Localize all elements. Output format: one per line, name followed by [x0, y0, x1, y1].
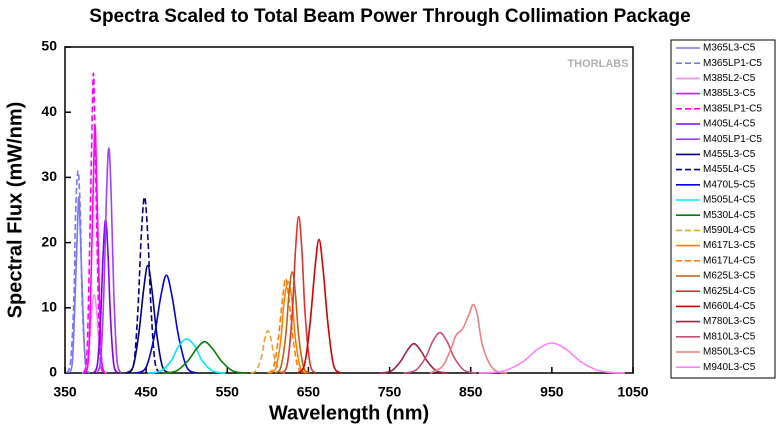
x-tick-label: 350 — [53, 384, 77, 400]
legend-label: M385L2-C5 — [703, 73, 756, 84]
x-tick-label: 1050 — [617, 384, 648, 400]
legend-label: M617L3-C5 — [703, 240, 756, 251]
chart-title: Spectra Scaled to Total Beam Power Throu… — [89, 6, 690, 27]
legend-label: M405LP1-C5 — [703, 134, 762, 145]
x-tick-label: 450 — [134, 384, 158, 400]
legend-label: M810L3-C5 — [703, 331, 756, 342]
series-line — [162, 340, 248, 374]
series-line — [65, 170, 91, 374]
y-tick-label: 40 — [41, 103, 57, 119]
series-line — [82, 72, 104, 374]
series-line — [250, 329, 286, 374]
x-tick-label: 750 — [378, 384, 402, 400]
x-tick-label: 950 — [540, 384, 564, 400]
legend-label: M590L4-C5 — [703, 225, 756, 236]
x-axis-label: Wavelength (nm) — [269, 402, 429, 424]
series-line — [280, 215, 317, 374]
y-tick-label: 30 — [41, 168, 57, 184]
series-line — [296, 238, 342, 374]
series-line — [429, 303, 508, 374]
series-line — [268, 280, 308, 374]
legend-label: M455L3-C5 — [703, 149, 756, 160]
legend-label: M625L4-C5 — [703, 286, 756, 297]
series-line — [127, 196, 162, 374]
series-line — [95, 147, 122, 374]
watermark: THORLABS — [567, 58, 628, 70]
series-line — [135, 274, 197, 374]
series-line — [379, 342, 449, 374]
legend-label: M530L4-C5 — [703, 210, 756, 221]
series-line — [147, 338, 226, 374]
legend-label: M625L3-C5 — [703, 271, 756, 282]
series-line — [403, 331, 477, 374]
legend-label: M405L4-C5 — [703, 119, 756, 130]
y-axis-label: Spectral Flux (mW/nm) — [4, 102, 26, 319]
series-line — [125, 264, 171, 374]
x-tick-label: 850 — [459, 384, 483, 400]
x-tick-label: 550 — [216, 384, 240, 400]
legend-label: M385LP1-C5 — [703, 103, 762, 114]
legend-label: M940L3-C5 — [703, 362, 756, 373]
legend-label: M470L5-C5 — [703, 179, 756, 190]
y-tick-label: 0 — [49, 364, 57, 380]
legend-label: M660L4-C5 — [703, 301, 756, 312]
legend-label: M505L4-C5 — [703, 195, 756, 206]
legend-label: M365L3-C5 — [703, 43, 756, 54]
y-tick-label: 50 — [41, 38, 57, 54]
y-tick-label: 10 — [41, 299, 57, 315]
y-tick-label: 20 — [41, 233, 57, 249]
series-line — [267, 277, 305, 374]
series-line — [478, 342, 625, 374]
legend-label: M365LP1-C5 — [703, 58, 762, 69]
x-tick-label: 650 — [297, 384, 321, 400]
series-line — [274, 271, 310, 374]
legend-label: M617L4-C5 — [703, 255, 756, 266]
plot-frame — [64, 46, 634, 374]
legend-label: M780L3-C5 — [703, 316, 756, 327]
legend-label: M850L3-C5 — [703, 347, 756, 358]
legend-label: M385L3-C5 — [703, 88, 756, 99]
legend-label: M455L4-C5 — [703, 164, 756, 175]
